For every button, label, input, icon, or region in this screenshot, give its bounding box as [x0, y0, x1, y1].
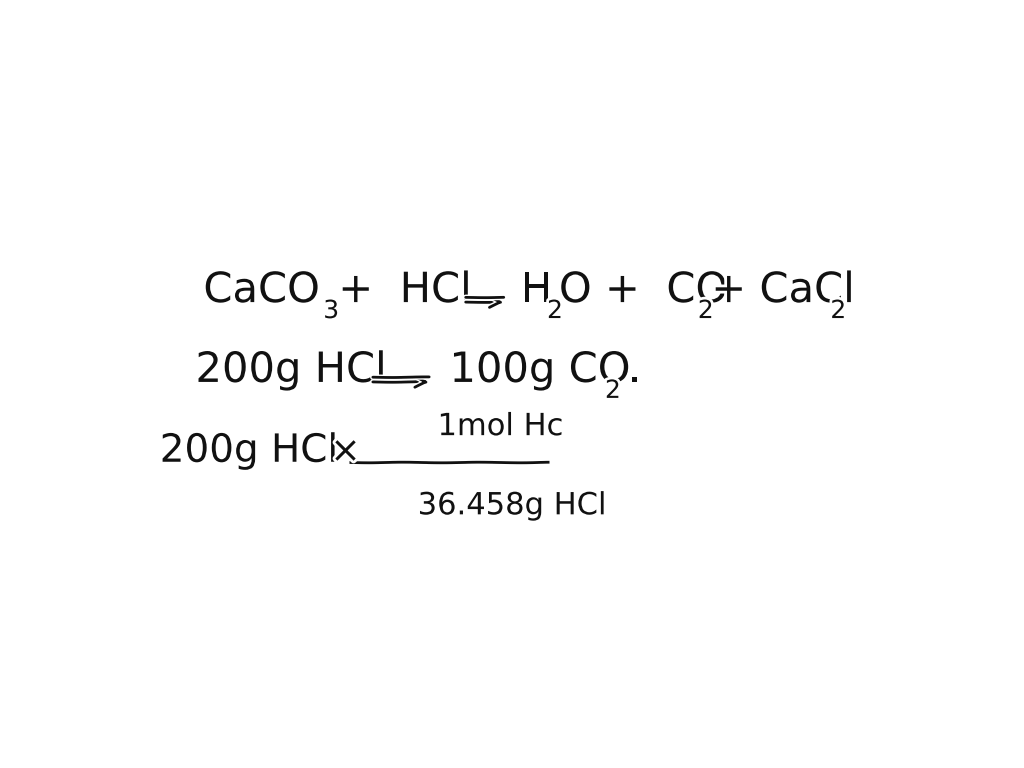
- Text: 3: 3: [324, 299, 339, 323]
- Text: + CaCl: + CaCl: [712, 269, 855, 311]
- Text: 2: 2: [547, 299, 563, 323]
- Text: 36.458g HCl: 36.458g HCl: [418, 492, 606, 521]
- Text: 200g HCl: 200g HCl: [196, 349, 386, 391]
- Text: 200g HCl: 200g HCl: [160, 432, 338, 470]
- Text: CaCO: CaCO: [204, 269, 321, 311]
- Text: 1mol Hc: 1mol Hc: [437, 412, 563, 441]
- Text: H: H: [521, 269, 552, 311]
- Text: .: .: [628, 349, 641, 391]
- Text: 100g CO: 100g CO: [450, 349, 631, 391]
- Text: +  HCl: + HCl: [338, 269, 472, 311]
- Text: 2: 2: [605, 379, 621, 403]
- Text: O +  CO: O + CO: [559, 269, 728, 311]
- Text: 2: 2: [697, 299, 714, 323]
- Text: ×: ×: [331, 435, 360, 468]
- Text: 2: 2: [830, 299, 846, 323]
